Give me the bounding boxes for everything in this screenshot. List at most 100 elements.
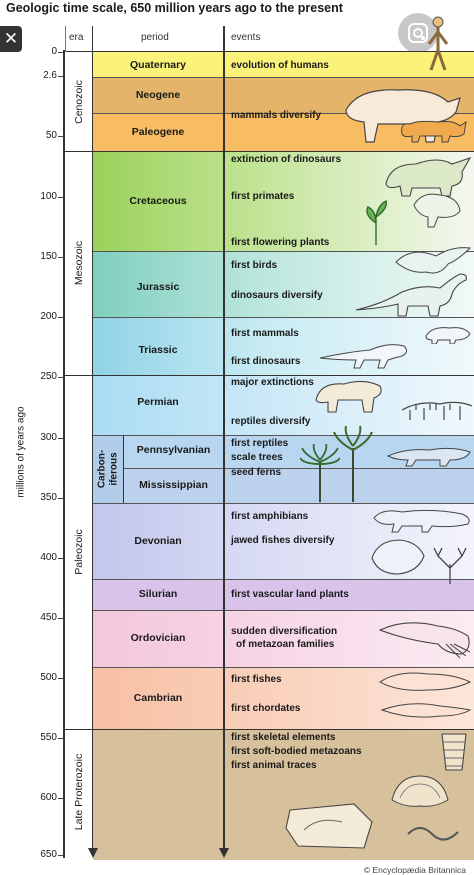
fish-illustration [371,539,425,575]
tick-label: 650 [40,849,57,860]
event-first-flowering-plants: first flowering plants [231,237,330,248]
tick-label: 150 [40,251,57,262]
tick-mark [58,618,63,619]
human-illustration [427,16,449,71]
band-silurian [93,579,474,610]
amphibian-illustration [373,509,470,533]
plant-branch-illustration [433,547,467,584]
tick-label: 600 [40,792,57,803]
scale-tree-illustration [333,425,373,502]
header-divider [65,26,66,52]
event-first-vascular-land-plants: first vascular land plants [231,589,349,600]
close-button[interactable]: ✕ [0,26,22,52]
event-seed-ferns: seed ferns [231,467,282,478]
tick-label: 350 [40,492,57,503]
event-first-skeletal-elements: first skeletal elements [231,732,336,743]
tick-label: 300 [40,432,57,443]
event-jawed-fishes-diversify: jawed fishes diversify [231,535,335,546]
reptile-illustration [315,380,382,413]
period-pennsylvanian: Pennsylvanian [136,444,211,456]
band-triassic [93,317,474,375]
event-evolution-of-humans: evolution of humans [231,60,329,71]
header-bottom-line [65,51,474,52]
tick-mark [58,197,63,198]
arrow-down-icon [219,848,229,858]
early-fish-illustration [379,672,472,691]
event-first-primates: first primates [231,191,295,202]
sep-line [123,468,474,469]
period-devonian: Devonian [134,535,182,547]
era-sep-line [65,375,474,376]
event-first-fishes: first fishes [231,674,282,685]
header-period: period [141,32,169,43]
bird-illustration [395,247,472,274]
header-era: era [69,32,84,43]
tick-label: 0 [51,46,57,57]
sep-line [93,113,474,114]
tick-label: 2.6 [43,70,57,81]
event-first-dinosaurs: first dinosaurs [231,356,301,367]
period-mississippian: Mississippian [139,479,208,491]
chordate-illustration [380,703,472,718]
event-of-metazoan-families: of metazoan families [236,639,335,650]
period-jurassic: Jurassic [136,281,180,293]
skeleton-illustration [401,401,473,420]
event-first-mammals: first mammals [231,328,299,339]
era-sep-line [65,151,474,152]
triceratops-illustration [385,157,472,197]
era-column-line [92,26,93,856]
tick-label: 550 [40,732,57,743]
arrow-down-icon [88,848,98,858]
events-column-line [223,26,225,856]
tick-mark [58,678,63,679]
axis-line [63,50,65,858]
event-extinction-of-dinosaurs: extinction of dinosaurs [231,154,342,165]
slab-fossil-illustration [285,803,373,849]
sep-line [93,579,474,580]
tick-label: 400 [40,552,57,563]
carboniferous-divider [123,435,124,503]
sep-line [93,435,474,436]
tick-mark [58,438,63,439]
lens-icon [408,23,428,43]
worm-trace-illustration [407,827,459,841]
event-scale-trees: scale trees [231,452,283,463]
tick-label: 200 [40,311,57,322]
tick-mark [58,855,63,856]
event-first-birds: first birds [231,260,278,271]
event-sudden-diversification: sudden diversification [231,626,338,637]
early-reptile-illustration [386,447,471,467]
sauropod-illustration [355,273,467,317]
nautiloid-illustration [378,622,471,659]
tick-mark [58,257,63,258]
period-permian: Permian [137,396,179,408]
sep-line [93,503,474,504]
period-quaternary: Quaternary [129,59,187,71]
band-mississippian [93,468,474,503]
period-ordovician: Ordovician [130,632,186,644]
tick-mark [58,558,63,559]
event-first-amphibians: first amphibians [231,511,309,522]
tick-mark [58,377,63,378]
event-first-chordates: first chordates [231,703,301,714]
event-first-animal-traces: first animal traces [231,760,317,771]
tick-label: 50 [45,130,57,141]
sep-line [93,77,474,78]
dinosaur-illustration [319,344,408,369]
frond-fossil-illustration [391,775,449,807]
fern-tree-illustration [300,444,340,502]
band-permian [93,375,474,435]
event-major-extinctions: major extinctions [231,377,314,388]
period-neogene: Neogene [135,89,181,101]
tick-label: 100 [40,191,57,202]
event-mammals-diversify: mammals diversify [231,110,322,121]
tick-mark [58,798,63,799]
lens-button[interactable] [398,13,438,53]
period-cambrian: Cambrian [133,692,183,704]
event-first-reptiles: first reptiles [231,438,289,449]
period-silurian: Silurian [138,588,178,600]
event-reptiles-diversify: reptiles diversify [231,416,311,427]
band-quaternary [93,52,474,77]
chart-title: Geologic time scale, 650 million years a… [6,1,343,15]
tick-mark [58,738,63,739]
